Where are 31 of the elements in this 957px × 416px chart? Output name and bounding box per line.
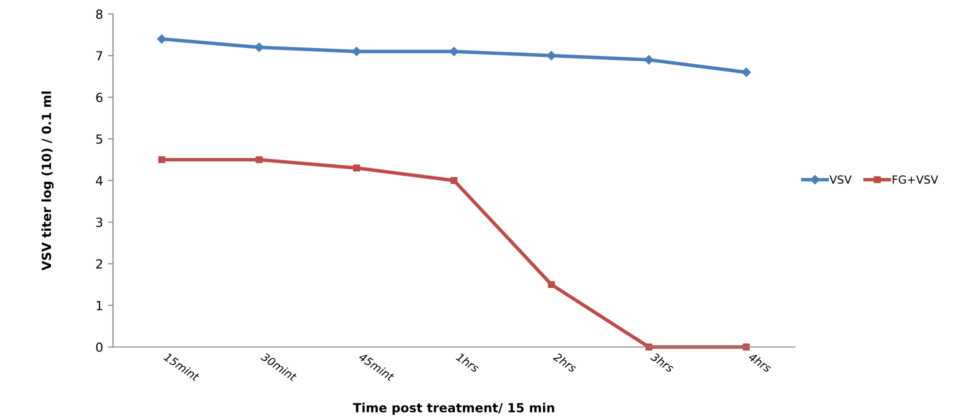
x-tick-label: 1hrs [456,352,480,373]
y-tick-label: 8 [96,9,102,19]
point [353,164,360,172]
point [548,281,555,288]
point [644,55,654,64]
y-axis-title: VSV titer log (10) / 0.1 ml [41,92,54,270]
x-axis-title: Time post treatment/ 15 min [352,402,554,415]
legend-label: FG+VSV [892,175,938,184]
point [450,177,458,184]
point [256,156,263,164]
y-tick-label: 0 [96,342,102,352]
y-tick-label: 5 [96,134,102,144]
y-tick-label: 1 [96,301,102,310]
x-tick-label: 4hrs [748,352,772,373]
x-tick-label: 2hrs [552,352,578,373]
y-tick-label: 6 [96,92,102,102]
point [352,46,362,56]
point [157,34,166,44]
x-tick-label: 3hrs [650,352,675,373]
y-tick-label: 7 [96,51,102,60]
y-tick-label: 3 [96,218,102,228]
point [645,344,652,350]
point [546,51,556,60]
point [742,68,751,77]
legend-label: VSV [830,175,852,184]
y-tick-label: 4 [96,176,103,186]
y-tick-label: 2 [96,259,102,268]
point [254,42,264,52]
point [449,46,459,56]
point [742,344,750,350]
point [158,156,166,164]
